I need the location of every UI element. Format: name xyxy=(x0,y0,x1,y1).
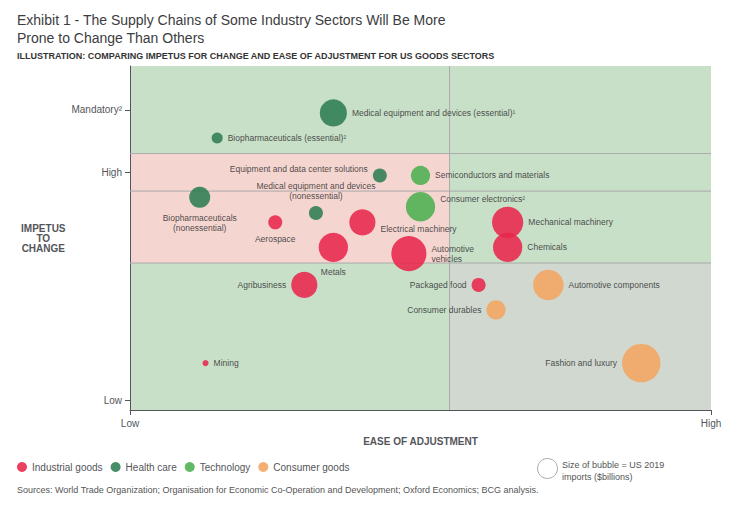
svg-text:Technology: Technology xyxy=(200,462,251,473)
svg-text:ILLUSTRATION: COMPARING IMPETU: ILLUSTRATION: COMPARING IMPETUS FOR CHAN… xyxy=(17,51,494,61)
svg-text:Size of bubble = US 2019: Size of bubble = US 2019 xyxy=(562,460,664,470)
svg-text:Metals: Metals xyxy=(321,267,346,277)
svg-text:Sources: World Trade Organizat: Sources: World Trade Organization; Organ… xyxy=(17,485,539,495)
svg-text:Consumer electronics²: Consumer electronics² xyxy=(440,194,525,204)
svg-text:Packaged food: Packaged food xyxy=(410,280,467,290)
svg-text:Exhibit 1 - The Supply Chains: Exhibit 1 - The Supply Chains of Some In… xyxy=(17,12,446,28)
svg-text:Industrial goods: Industrial goods xyxy=(32,462,103,473)
svg-text:Biopharmaceuticals (essential): Biopharmaceuticals (essential)² xyxy=(228,133,347,143)
svg-text:High: High xyxy=(101,167,122,178)
svg-text:vehicles: vehicles xyxy=(431,254,462,264)
svg-text:High: High xyxy=(701,418,722,429)
svg-text:Medical equipment and devices: Medical equipment and devices (essential… xyxy=(352,108,516,118)
svg-text:Agribusiness: Agribusiness xyxy=(238,280,287,290)
svg-text:Health care: Health care xyxy=(126,462,178,473)
svg-text:IMPETUS: IMPETUS xyxy=(21,222,66,234)
svg-text:Biopharmaceuticals: Biopharmaceuticals xyxy=(163,213,237,223)
svg-text:Mining: Mining xyxy=(214,358,239,368)
svg-text:Chemicals: Chemicals xyxy=(527,242,567,252)
svg-text:TO: TO xyxy=(36,232,51,244)
svg-text:Automotive components: Automotive components xyxy=(569,280,660,290)
svg-text:Mandatory²: Mandatory² xyxy=(71,104,122,115)
svg-text:Semiconductors and materials: Semiconductors and materials xyxy=(435,170,549,180)
svg-text:CHANGE: CHANGE xyxy=(22,243,66,254)
svg-text:(nonessential): (nonessential) xyxy=(173,223,227,233)
svg-text:Prone to Change Than Others: Prone to Change Than Others xyxy=(17,30,204,46)
svg-text:Medical equipment and devices: Medical equipment and devices xyxy=(256,181,375,191)
svg-text:Low: Low xyxy=(121,418,140,429)
svg-text:(nonessential): (nonessential) xyxy=(289,191,343,201)
svg-text:EASE OF ADJUSTMENT: EASE OF ADJUSTMENT xyxy=(363,436,478,447)
svg-text:Low: Low xyxy=(104,395,123,406)
svg-text:Aerospace: Aerospace xyxy=(255,234,296,244)
svg-text:Equipment and data center solu: Equipment and data center solutions xyxy=(230,164,368,174)
svg-text:Consumer durables: Consumer durables xyxy=(407,305,481,315)
svg-text:Electrical machinery: Electrical machinery xyxy=(381,224,458,234)
svg-text:Fashion and luxury: Fashion and luxury xyxy=(545,358,618,368)
svg-text:Mechanical machinery: Mechanical machinery xyxy=(528,217,613,227)
svg-text:Consumer goods: Consumer goods xyxy=(273,462,349,473)
svg-text:imports ($billions): imports ($billions) xyxy=(562,472,633,482)
svg-text:Automotive: Automotive xyxy=(431,244,474,254)
